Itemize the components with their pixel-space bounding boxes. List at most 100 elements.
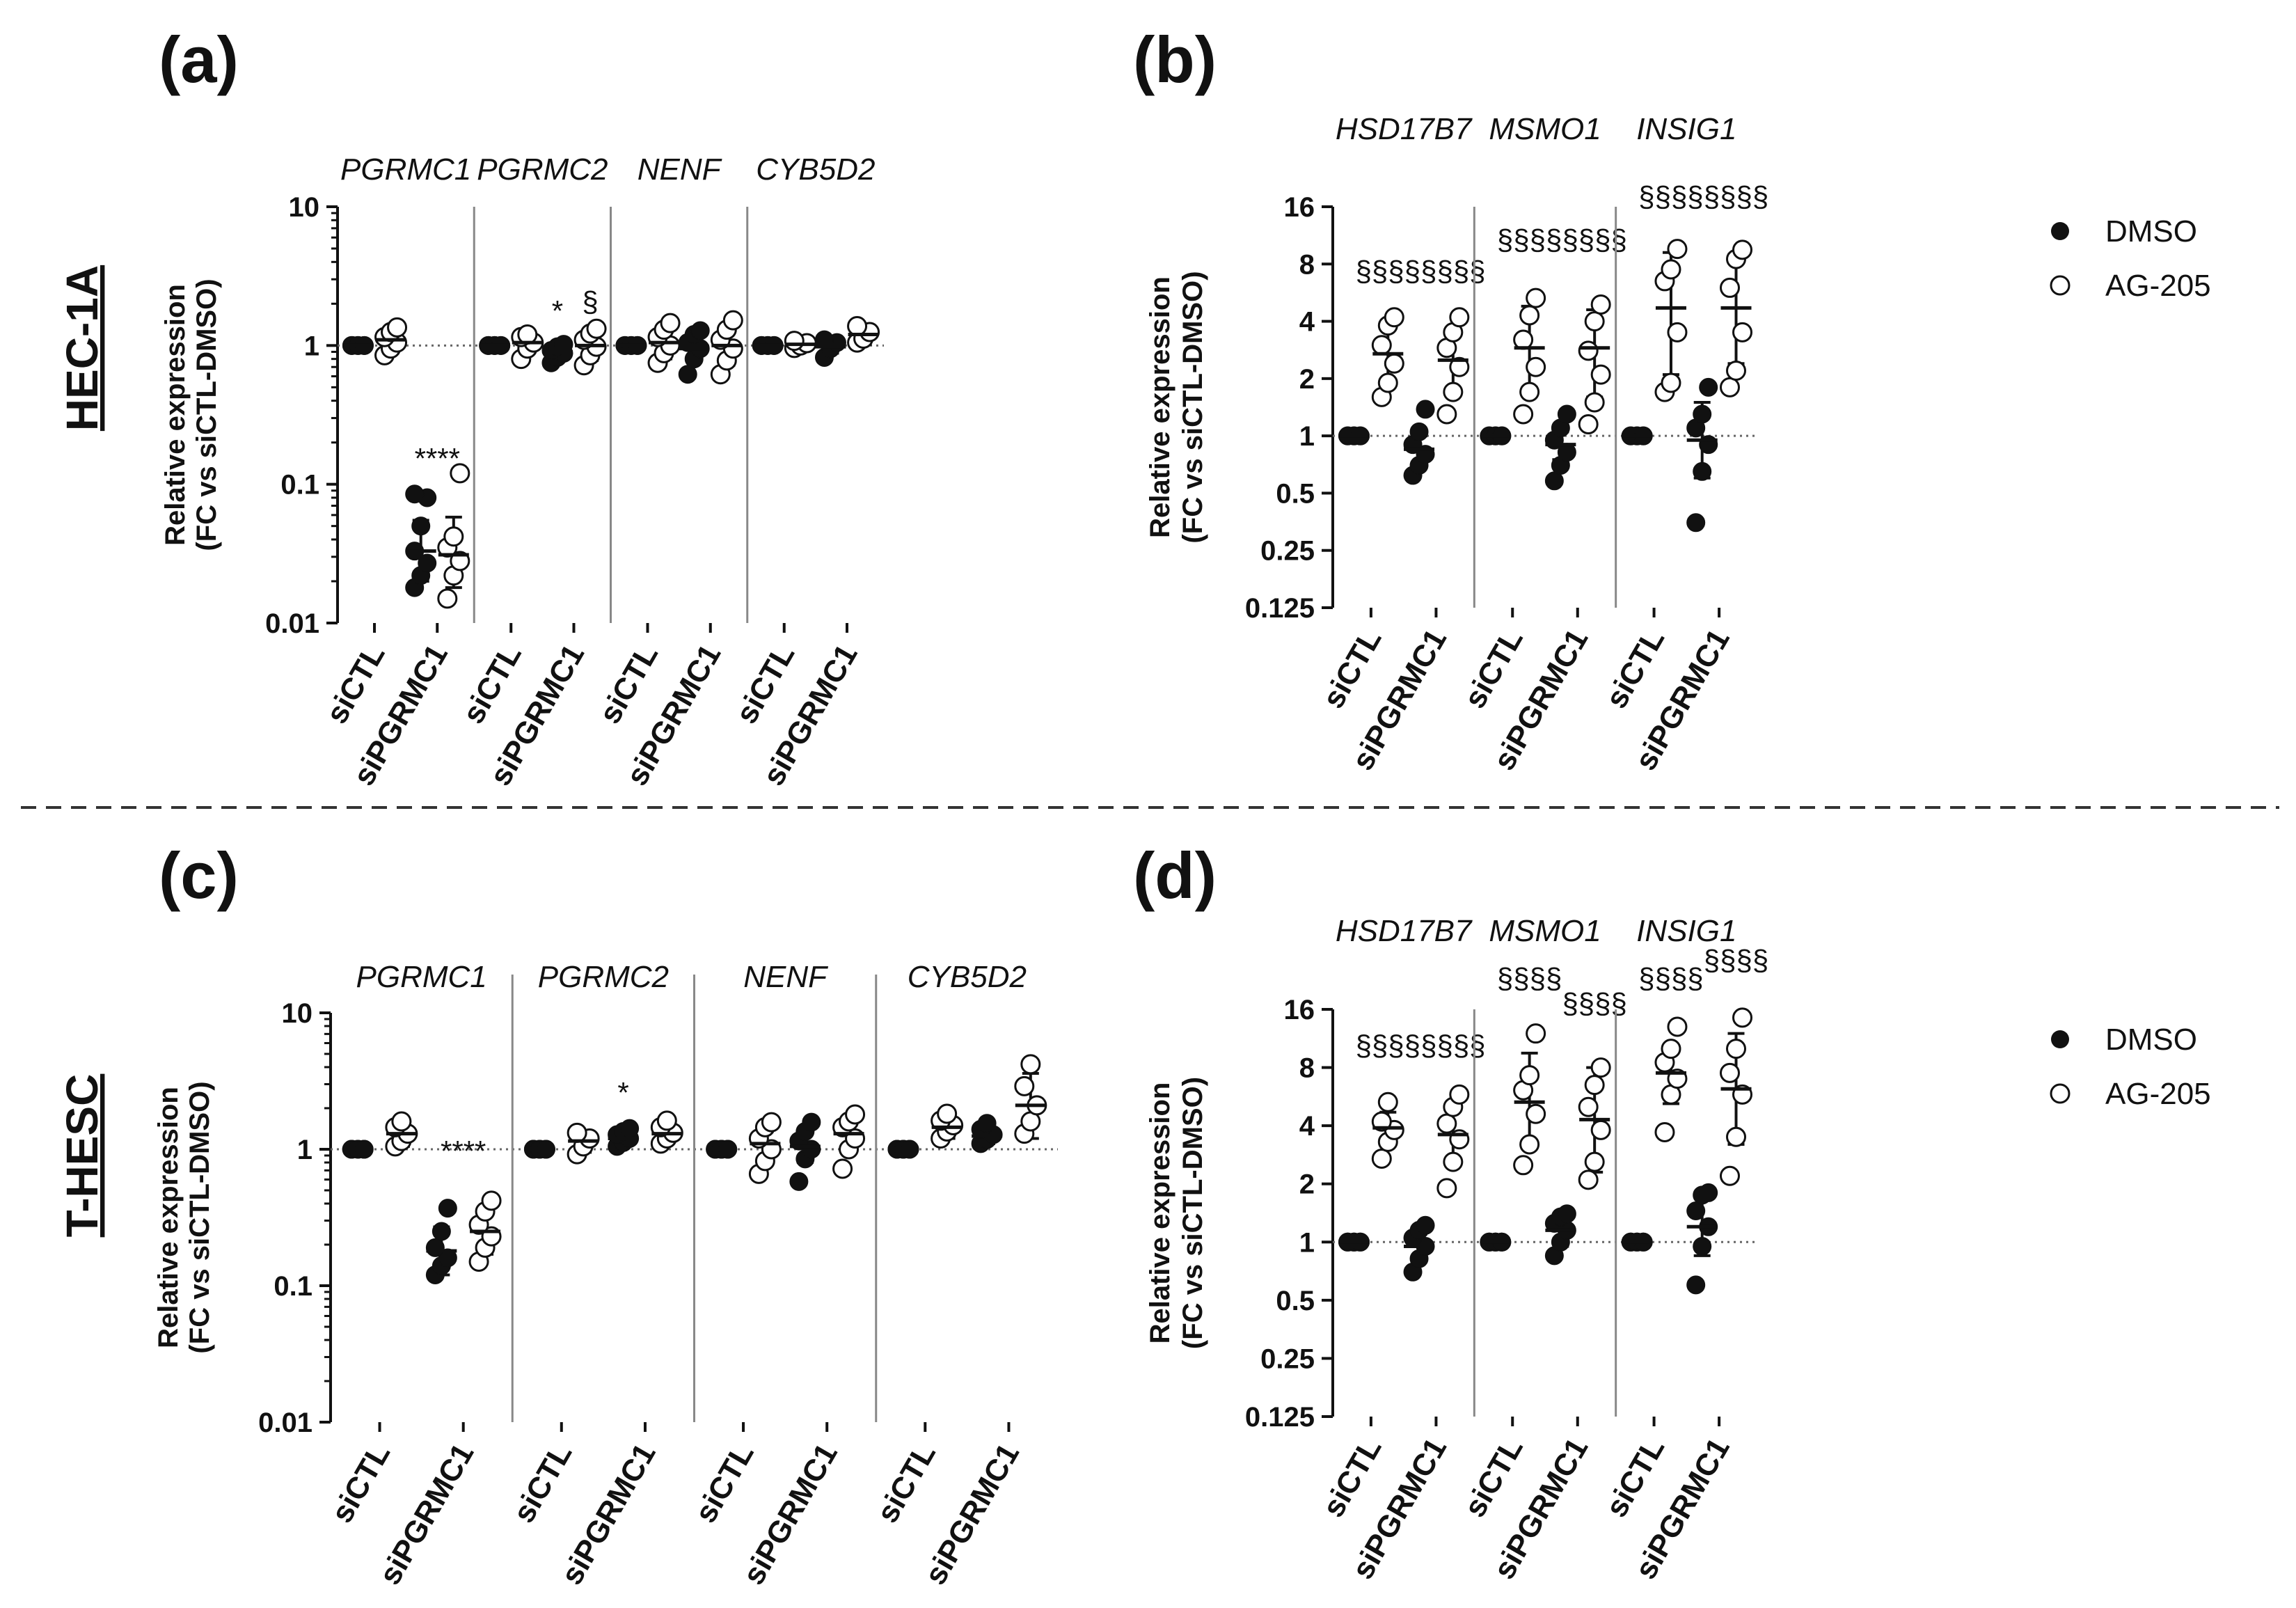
legend-top: DMSO AG-205 xyxy=(2050,214,2211,303)
data-point-ag205 xyxy=(1667,322,1688,342)
data-point-ag205 xyxy=(567,1122,587,1143)
panel-d: (d) 0.125 0.25 0.5 1 2 4 8 16 Relative expression… xyxy=(1133,839,1768,1585)
data-point-ag205 xyxy=(391,1111,412,1132)
data-point-ag205 xyxy=(1590,1119,1611,1140)
significance-annotation: **** xyxy=(441,1135,486,1167)
data-point-ag205 xyxy=(1661,1039,1681,1059)
data-point-ag205 xyxy=(1526,356,1546,377)
significance-annotation: * xyxy=(552,294,563,327)
data-point-ag205 xyxy=(1443,1151,1464,1172)
data-point-dmso xyxy=(789,1172,809,1191)
data-point-ag205 xyxy=(1449,356,1470,377)
data-point-ag205 xyxy=(1436,1178,1457,1199)
x-category-label: siCTL xyxy=(1316,624,1388,714)
y-axis-label: Relative expression xyxy=(160,284,191,546)
data-point-dmso xyxy=(620,1119,640,1138)
data-point-ag205 xyxy=(1443,381,1464,402)
y-tick-label: 0.5 xyxy=(1276,1286,1315,1316)
data-point-dmso xyxy=(1699,377,1718,397)
y-tick-label: 2 xyxy=(1299,1169,1315,1200)
data-point-ag205 xyxy=(1590,364,1611,385)
data-point-ag205 xyxy=(1732,322,1752,342)
data-point-ag205 xyxy=(1526,287,1546,308)
y-tick-label: 1 xyxy=(297,1135,312,1165)
x-category-label: siCTL xyxy=(1316,1433,1388,1523)
data-point-ag205 xyxy=(847,315,868,336)
data-point-dmso xyxy=(1416,1215,1435,1235)
data-point-dmso xyxy=(1699,435,1718,455)
x-category-label: siCTL xyxy=(870,1438,942,1529)
data-point-ag205 xyxy=(1578,414,1599,435)
x-category-label: siCTL xyxy=(1599,624,1672,714)
gene-label: CYB5D2 xyxy=(908,960,1027,994)
y-tick-label: 10 xyxy=(289,192,320,223)
y-tick-label: 10 xyxy=(282,998,313,1029)
y-axis-label: (FC vs siCTL-DMSO) xyxy=(191,278,222,551)
y-tick-label: 1 xyxy=(304,331,319,361)
legend-label-dmso: DMSO xyxy=(2105,1023,2197,1057)
data-point-dmso xyxy=(1557,404,1576,424)
gene-label: CYB5D2 xyxy=(756,152,875,187)
data-point-ag205 xyxy=(1377,1091,1398,1112)
data-point-ag205 xyxy=(1726,1126,1746,1147)
y-tick-label: 1 xyxy=(1299,421,1315,452)
data-point-dmso xyxy=(438,1248,457,1268)
gene-label: PGRMC1 xyxy=(356,960,487,994)
data-point-ag205 xyxy=(1667,1016,1688,1037)
y-tick-label: 0.5 xyxy=(1276,478,1315,509)
data-point-ag205 xyxy=(784,331,805,352)
data-point-dmso xyxy=(802,1112,821,1132)
y-axis-label: Relative expression xyxy=(1145,1082,1175,1344)
data-point-ag205 xyxy=(1720,277,1740,298)
data-point-dmso xyxy=(1686,1201,1706,1220)
data-point-dmso xyxy=(405,484,425,504)
significance-annotation: §§§§ xyxy=(1638,180,1703,213)
data-point-ag205 xyxy=(1377,372,1398,393)
y-tick-label: 8 xyxy=(1299,1053,1315,1084)
legend-marker-dmso xyxy=(2051,1030,2069,1048)
y-tick-label: 0.01 xyxy=(258,1408,312,1438)
data-point-ag205 xyxy=(845,1104,866,1125)
y-tick-label: 16 xyxy=(1284,995,1315,1025)
row-label-hec1a: HEC-1A xyxy=(57,265,107,431)
legend-marker-dmso xyxy=(2051,222,2069,240)
significance-annotation: §§§§ xyxy=(1704,944,1768,977)
legend-bottom: DMSO AG-205 xyxy=(2050,1023,2211,1111)
data-point-ag205 xyxy=(1578,340,1599,361)
y-axis-label: Relative expression xyxy=(153,1087,184,1348)
data-point-ag205 xyxy=(1732,239,1752,260)
gene-label: NENF xyxy=(638,152,722,187)
y-tick-label: 0.125 xyxy=(1245,1402,1315,1433)
data-point-dmso xyxy=(1686,1275,1706,1295)
data-point-ag205 xyxy=(437,588,458,609)
panel-a: (a) 0.01 0.1 1 10 Relative expression (FC vs s… xyxy=(159,23,884,791)
significance-annotation: § xyxy=(582,285,598,318)
data-point-ag205 xyxy=(1732,1007,1752,1028)
data-point-dmso xyxy=(432,1222,451,1241)
data-point-ag205 xyxy=(656,1110,677,1131)
data-point-ag205 xyxy=(761,1112,782,1133)
y-tick-label: 4 xyxy=(1299,1111,1315,1142)
data-point-ag205 xyxy=(1519,1065,1540,1086)
data-point-ag205 xyxy=(1014,1075,1035,1096)
data-point-ag205 xyxy=(1513,404,1534,425)
legend-marker-ag205 xyxy=(2050,275,2071,296)
data-point-ag205 xyxy=(1661,259,1681,280)
y-tick-label: 4 xyxy=(1299,307,1315,338)
x-category-label: siCTL xyxy=(507,1438,579,1529)
data-point-dmso xyxy=(1693,462,1712,481)
y-tick-label: 8 xyxy=(1299,249,1315,280)
data-point-ag205 xyxy=(1436,1113,1457,1134)
data-point-dmso xyxy=(1409,422,1429,441)
data-point-ag205 xyxy=(1720,1165,1740,1186)
data-point-ag205 xyxy=(1726,361,1746,381)
significance-annotation: §§§§ xyxy=(1562,223,1626,256)
data-point-ag205 xyxy=(1513,329,1534,350)
data-point-ag205 xyxy=(722,310,743,331)
data-point-dmso xyxy=(418,553,437,573)
y-axis-label: (FC vs siCTL-DMSO) xyxy=(1178,1077,1208,1349)
data-point-dmso xyxy=(1693,404,1712,424)
data-point-ag205 xyxy=(1371,335,1392,356)
significance-annotation: §§§§ xyxy=(1562,987,1626,1020)
data-point-ag205 xyxy=(1449,1084,1470,1105)
